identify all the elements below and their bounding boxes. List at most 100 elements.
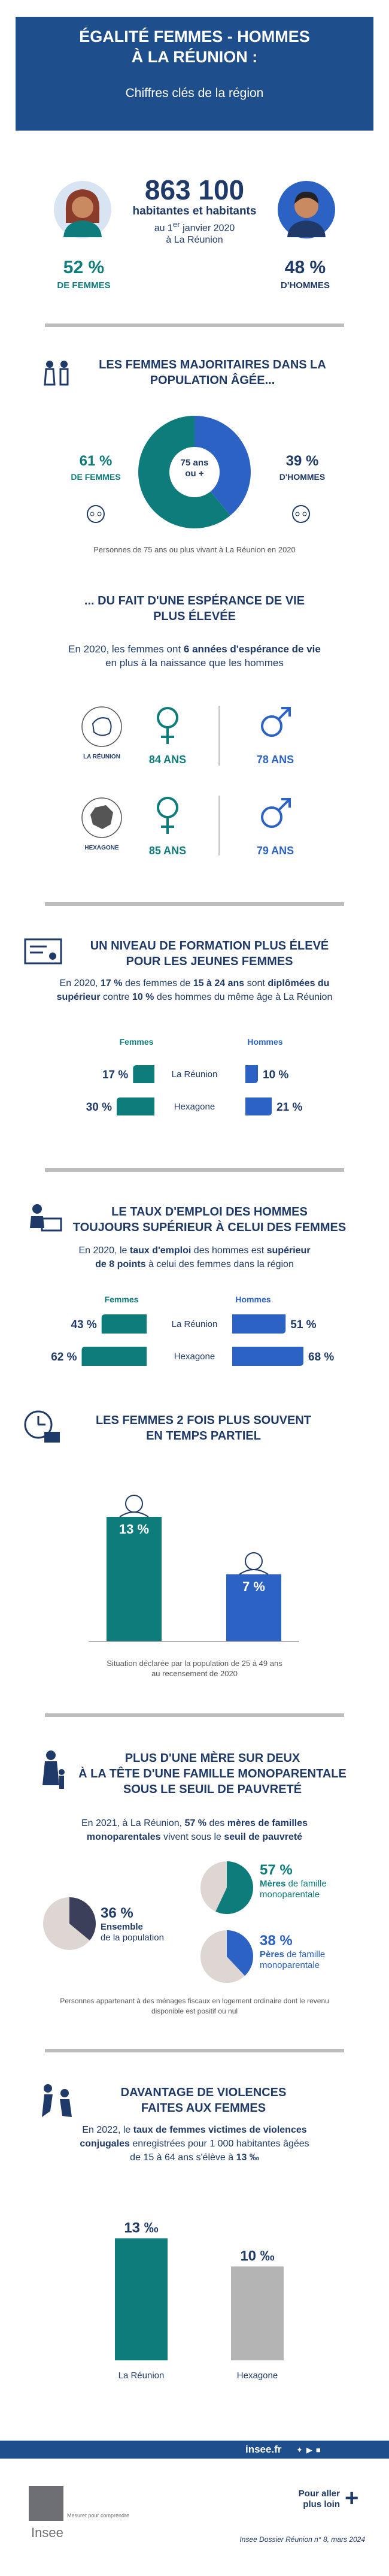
bar-men xyxy=(232,1314,286,1334)
hexagone-map-icon xyxy=(81,797,122,838)
footer-site-link[interactable]: insee.fr xyxy=(245,2444,282,2455)
bar-label-women: 62 % xyxy=(51,1351,77,1363)
section-violence-text: En 2022, le taux de femmes victimes de v… xyxy=(80,2125,309,2163)
insee-tagline: Mesurer pour comprendre xyxy=(67,2512,130,2518)
section-life-title: ... DU FAIT D'UNE ESPÉRANCE DE VIE PLUS … xyxy=(84,594,305,623)
more-info-link[interactable]: Pour aller plus loin xyxy=(298,2489,340,2510)
footer-band: insee.fr ✦▶■ xyxy=(0,2441,389,2459)
section-employment-text: En 2020, le taux d'emploi des hommes est… xyxy=(78,1245,311,1269)
age-women-value: 61 % xyxy=(79,453,113,469)
bar-label-women: 43 % xyxy=(71,1319,96,1331)
poverty-mothers-value: 57 % xyxy=(260,1862,293,1878)
legend-men: Hommes xyxy=(247,1037,282,1047)
age-men-label: D'HOMMES xyxy=(279,472,326,482)
category-label: Hexagone xyxy=(237,2371,278,2381)
life-separator xyxy=(218,706,220,766)
men-share-label: D'HOMMES xyxy=(281,280,330,291)
poverty-fathers-label-2: monoparentale xyxy=(260,1960,320,1970)
section-education-title: UN NIVEAU DE FORMATION PLUS ÉLEVÉ POUR L… xyxy=(90,939,329,968)
violence-bar-chart: 13 ‰ La Réunion 10 ‰ Hexagone xyxy=(115,2220,284,2381)
life-women-hexagone-value: 85 ANS xyxy=(148,845,187,857)
section-divider xyxy=(45,1168,344,1172)
woman-head-icon xyxy=(125,1495,143,1513)
population-block: 863 100 habitantes et habitants au 1er j… xyxy=(99,175,290,246)
bar-women xyxy=(117,1097,154,1115)
section-divider xyxy=(45,2049,344,2052)
life-men-reunion-value: 78 ANS xyxy=(256,754,294,766)
linkedin-icon[interactable]: ■ xyxy=(315,2445,324,2454)
bar xyxy=(231,2266,284,2360)
bar-value-label: 7 % xyxy=(242,1579,265,1594)
youtube-icon[interactable]: ▶ xyxy=(306,2445,316,2454)
population-total: 863 100 xyxy=(144,174,245,205)
poverty-pie-mothers xyxy=(200,1861,253,1914)
man-shoulders-icon xyxy=(239,1569,269,1575)
section-divider xyxy=(45,323,344,327)
population-place: à La Réunion xyxy=(166,235,223,246)
pie-hole xyxy=(169,447,220,497)
bar-men xyxy=(245,1097,272,1115)
men-share-value: 48 % xyxy=(284,258,326,277)
insee-logo-text: Insee xyxy=(31,2525,63,2540)
bar xyxy=(115,2238,168,2360)
section-age-title: LES FEMMES MAJORITAIRES DANS LA POPULATI… xyxy=(99,358,326,387)
diploma-icon xyxy=(24,938,62,965)
man-head-icon xyxy=(245,1552,263,1570)
age-pie-center-label: 75 ans ou + xyxy=(180,458,209,479)
age-note: Personnes de 75 ans ou plus vivant à La … xyxy=(93,545,296,554)
life-separator xyxy=(218,796,220,855)
plus-icon[interactable]: + xyxy=(345,2485,359,2511)
legend-women: Femmes xyxy=(105,1295,139,1304)
poverty-all-value: 36 % xyxy=(101,1905,133,1921)
life-men-hexagone-value: 79 ANS xyxy=(256,845,294,857)
parttime-bar-chart: 13 % 7 % xyxy=(89,1495,299,1642)
bar-value-label: 13 % xyxy=(119,1522,149,1537)
male-symbol-icon xyxy=(261,707,291,737)
section-divider xyxy=(45,902,344,906)
category-label: Hexagone xyxy=(174,1352,215,1362)
age-women-label: DE FEMMES xyxy=(71,472,121,482)
legend-women: Femmes xyxy=(120,1037,154,1047)
elderly-man-icon xyxy=(292,505,310,523)
women-share-label: DE FEMMES xyxy=(57,280,111,291)
population-date: au 1er janvier 2020 xyxy=(154,220,235,234)
pie-slice xyxy=(215,1861,253,1914)
parttime-note: Situation déclarée par la population de … xyxy=(107,1659,282,1678)
bar-men xyxy=(245,1065,258,1083)
bar-label-men: 10 % xyxy=(263,1069,288,1081)
poverty-note: Personnes appartenant à des ménages fisc… xyxy=(60,1997,329,2015)
category-label: Hexagone xyxy=(174,1102,215,1112)
woman-shoulders-icon xyxy=(119,1511,149,1517)
female-symbol-icon xyxy=(157,797,178,834)
twitter-icon[interactable]: ✦ xyxy=(296,2445,306,2454)
insee-logo xyxy=(29,2486,63,2521)
section-life-text: En 2020, les femmes ont 6 années d'espér… xyxy=(68,643,321,669)
bar-label-men: 68 % xyxy=(308,1351,334,1363)
category-label: La Réunion xyxy=(118,2371,165,2381)
people-icon xyxy=(44,361,69,386)
poverty-pie-fathers xyxy=(200,1930,253,1983)
pie-slice xyxy=(227,1930,253,1976)
poverty-mothers-label: Mères de famille xyxy=(260,1879,327,1889)
male-symbol-icon xyxy=(261,798,291,828)
employment-bar-chart: Femmes Hommes 43 % 51 % La Réunion 62 % 68 % He… xyxy=(51,1295,334,1366)
footer-source: Insee Dossier Réunion n° 8, mars 2024 xyxy=(239,2535,365,2544)
poverty-fathers-label: Pères de famille xyxy=(260,1949,326,1960)
female-symbol-icon xyxy=(157,707,178,744)
mother-child-icon xyxy=(42,1750,65,1789)
clock-briefcase-icon xyxy=(24,1410,60,1443)
life-women-reunion-value: 84 ANS xyxy=(148,754,187,766)
legend-men: Hommes xyxy=(235,1295,271,1304)
bar xyxy=(226,1574,281,1641)
bar-label-women: 30 % xyxy=(86,1101,112,1114)
footer-social-icons: ✦▶■ xyxy=(296,2445,324,2455)
bar-label-women: 17 % xyxy=(102,1069,128,1081)
poverty-pie-all xyxy=(43,1897,96,1950)
section-single-title: PLUS D'UNE MÈRE SUR DEUX À LA TÊTE D'UNE… xyxy=(78,1752,347,1796)
poverty-all-label-2: de la population xyxy=(101,1933,164,1943)
bar xyxy=(107,1517,162,1641)
bar-women xyxy=(81,1347,147,1366)
category-label: La Réunion xyxy=(172,1319,218,1329)
woman-avatar-icon xyxy=(54,181,111,238)
bar-value-label: 10 ‰ xyxy=(240,2248,274,2264)
